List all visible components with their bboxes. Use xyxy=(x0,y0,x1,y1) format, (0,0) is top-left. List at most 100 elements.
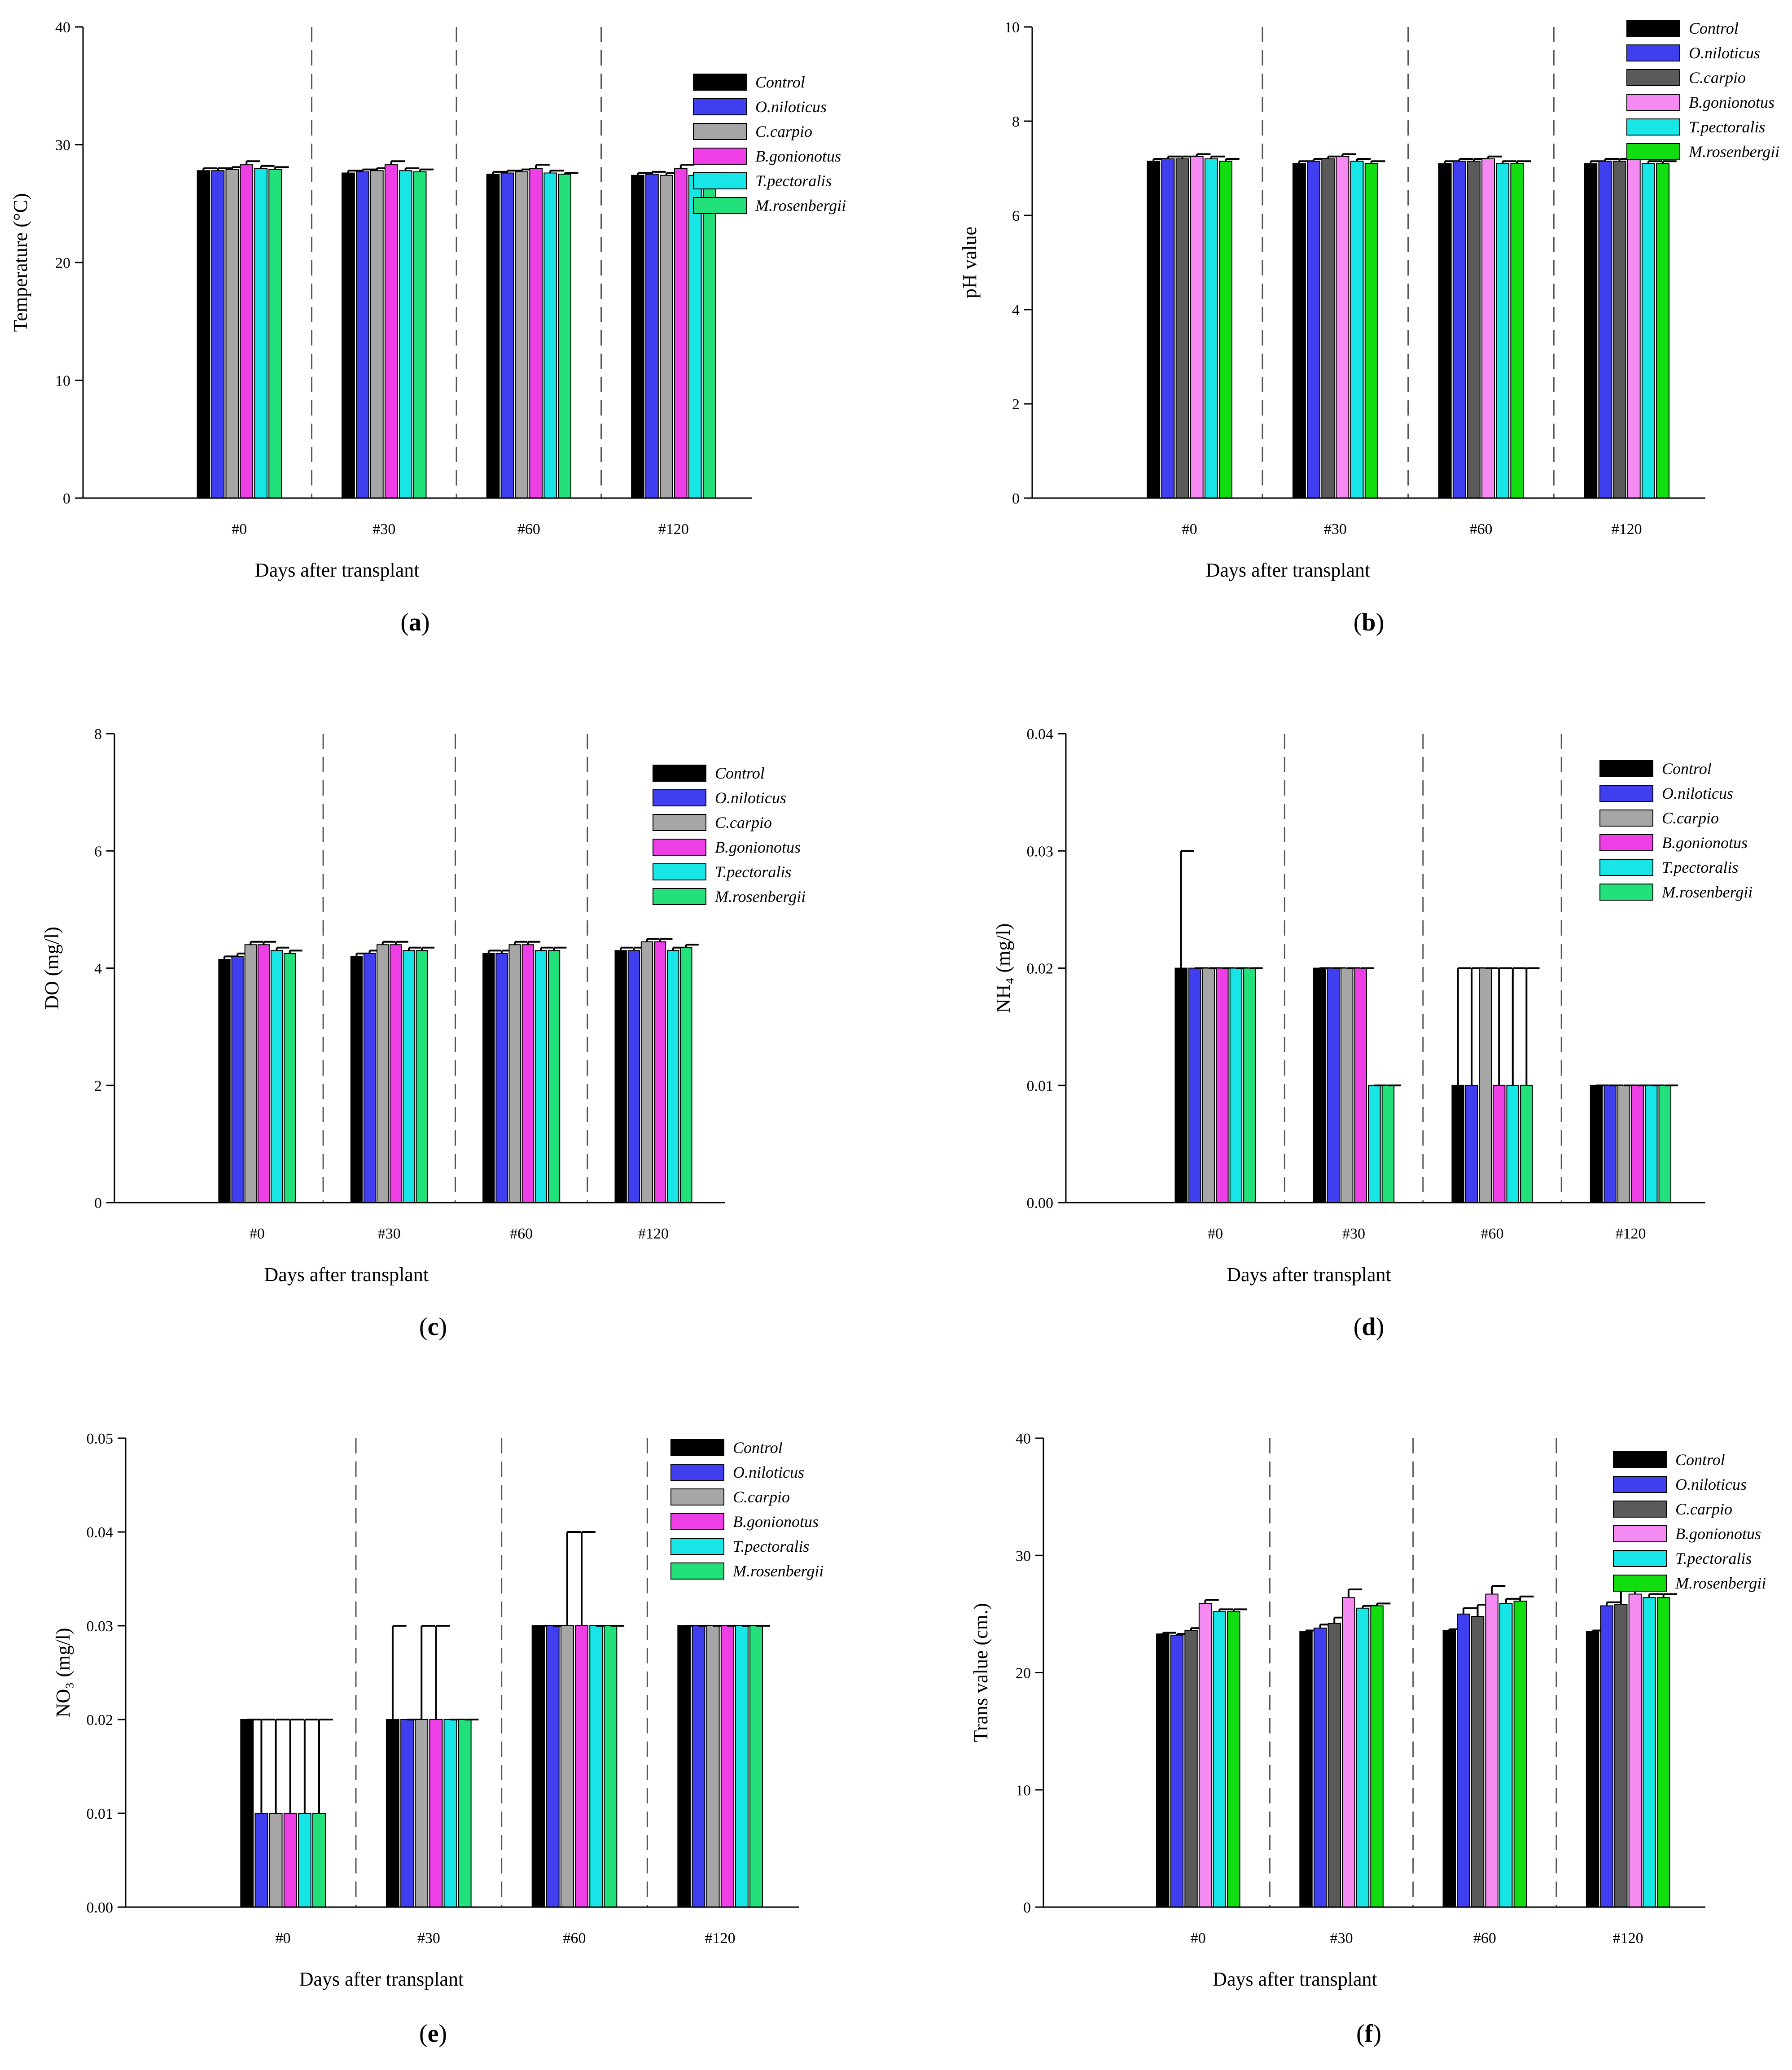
bar-bgonionotus-3 xyxy=(720,1625,734,1908)
bar-bgonionotus-1 xyxy=(1354,967,1367,1203)
bar-bgonionotus-3 xyxy=(1628,1593,1642,1908)
legend-label: C.carpio xyxy=(755,123,812,140)
legend-label: T.pectoralis xyxy=(1689,118,1765,136)
legend-label: Control xyxy=(1675,1451,1725,1469)
bar-ccarpio-0 xyxy=(1175,158,1189,499)
bar-bgonionotus-2 xyxy=(529,168,543,499)
legend-swatch xyxy=(1626,44,1680,61)
bar-mrosenbergii-2 xyxy=(1510,163,1524,499)
bar-tpectoralis-0 xyxy=(1213,1611,1226,1908)
bar-oniloticus-2 xyxy=(1457,1613,1470,1908)
bar-tpectoralis-2 xyxy=(1506,1085,1520,1203)
legend-swatch xyxy=(670,1439,724,1456)
legend-label: B.gonionotus xyxy=(715,838,801,856)
panel-label: (b) xyxy=(1354,608,1384,636)
y-tick-label: 2 xyxy=(94,1078,102,1094)
legend-swatch xyxy=(693,98,747,115)
bar-ccarpio-1 xyxy=(1341,967,1354,1203)
bar-mrosenbergii-1 xyxy=(416,950,428,1203)
x-axis-title: Days after transplant xyxy=(1213,1968,1377,1990)
y-tick-label: 10 xyxy=(55,373,70,389)
bar-control-2 xyxy=(1451,1085,1464,1203)
bar-ccarpio-2 xyxy=(560,1625,574,1908)
legend-label: O.niloticus xyxy=(1689,44,1760,62)
bar-control-3 xyxy=(614,950,627,1203)
bar-tpectoralis-3 xyxy=(667,950,679,1203)
bar-oniloticus-3 xyxy=(1604,1085,1617,1203)
bar-ccarpio-2 xyxy=(1471,1616,1485,1908)
x-tick-label: #30 xyxy=(417,1930,440,1947)
legend-swatch xyxy=(653,814,706,831)
bar-oniloticus-0 xyxy=(231,956,244,1203)
x-tick-label: #60 xyxy=(1481,1225,1504,1242)
bar-mrosenbergii-0 xyxy=(1227,1611,1240,1908)
bar-mrosenbergii-1 xyxy=(1370,1605,1384,1908)
bar-control-0 xyxy=(197,170,210,499)
legend-label: C.carpio xyxy=(1689,69,1746,87)
bar-ccarpio-3 xyxy=(706,1625,720,1908)
bar-mrosenbergii-2 xyxy=(1520,1085,1533,1203)
legend-label: O.niloticus xyxy=(715,789,786,807)
legend-label: C.carpio xyxy=(1662,809,1719,827)
legend-label: O.niloticus xyxy=(733,1463,804,1481)
y-axis-title: DO (mg/l) xyxy=(41,927,63,1010)
bar-mrosenbergii-3 xyxy=(702,174,716,499)
legend-label: B.gonionotus xyxy=(1662,834,1748,852)
bar-oniloticus-2 xyxy=(500,172,514,499)
y-tick-label: 4 xyxy=(94,961,102,977)
y-tick-label: 40 xyxy=(55,19,70,36)
bar-control-2 xyxy=(531,1625,545,1908)
y-tick-label: 2 xyxy=(1012,396,1020,413)
bar-mrosenbergii-1 xyxy=(413,171,427,499)
bar-ccarpio-2 xyxy=(1467,161,1481,499)
x-tick-label: #0 xyxy=(276,1930,291,1947)
legend-label: Control xyxy=(1662,760,1712,778)
y-tick-label: 30 xyxy=(1016,1548,1031,1564)
bar-ccarpio-1 xyxy=(370,170,384,499)
legend-label: T.pectoralis xyxy=(733,1537,809,1555)
bar-tpectoralis-2 xyxy=(535,950,548,1203)
panel-label: (f) xyxy=(1356,2020,1381,2048)
bar-control-1 xyxy=(1313,967,1326,1203)
legend-label: C.carpio xyxy=(1675,1500,1732,1518)
x-tick-label: #60 xyxy=(510,1225,533,1242)
bar-mrosenbergii-2 xyxy=(548,950,561,1203)
bar-bgonionotus-1 xyxy=(1336,156,1349,499)
bar-control-3 xyxy=(631,175,644,499)
y-tick-label: 10 xyxy=(1004,19,1020,36)
bar-tpectoralis-2 xyxy=(589,1625,603,1908)
legend-swatch xyxy=(693,74,747,91)
legend-label: B.gonionotus xyxy=(1675,1525,1761,1543)
bar-oniloticus-1 xyxy=(400,1719,414,1908)
legend-swatch xyxy=(693,148,747,165)
bar-control-2 xyxy=(1442,1630,1456,1908)
bar-tpectoralis-2 xyxy=(1499,1603,1513,1908)
bar-control-1 xyxy=(1293,163,1306,499)
legend-label: B.gonionotus xyxy=(1689,93,1774,111)
legend-swatch xyxy=(1626,143,1680,160)
bar-bgonionotus-0 xyxy=(283,1813,297,1908)
y-tick-label: 0 xyxy=(1023,1899,1031,1916)
bar-bgonionotus-0 xyxy=(1216,967,1229,1203)
bar-bgonionotus-3 xyxy=(674,168,688,499)
bar-mrosenbergii-2 xyxy=(1513,1601,1527,1908)
legend-swatch xyxy=(670,1538,724,1555)
x-axis-title: Days after transplant xyxy=(299,1968,464,1990)
legend-swatch xyxy=(1626,20,1680,37)
bar-ccarpio-0 xyxy=(244,944,257,1203)
bar-bgonionotus-3 xyxy=(1631,1085,1644,1203)
bar-oniloticus-2 xyxy=(1452,161,1466,499)
legend-swatch xyxy=(653,765,706,782)
legend-swatch xyxy=(670,1464,724,1481)
y-tick-label: 0.02 xyxy=(1027,961,1054,977)
bar-control-1 xyxy=(342,172,355,499)
bar-ccarpio-0 xyxy=(1202,967,1215,1203)
legend-swatch xyxy=(1599,884,1653,901)
bar-mrosenbergii-3 xyxy=(1658,1085,1672,1203)
bar-mrosenbergii-3 xyxy=(680,947,692,1203)
legend-label: T.pectoralis xyxy=(1662,858,1738,876)
bar-mrosenbergii-0 xyxy=(268,169,282,499)
y-tick-label: 0.03 xyxy=(1027,843,1054,860)
x-tick-label: #30 xyxy=(1330,1930,1353,1947)
bar-ccarpio-1 xyxy=(415,1719,429,1908)
